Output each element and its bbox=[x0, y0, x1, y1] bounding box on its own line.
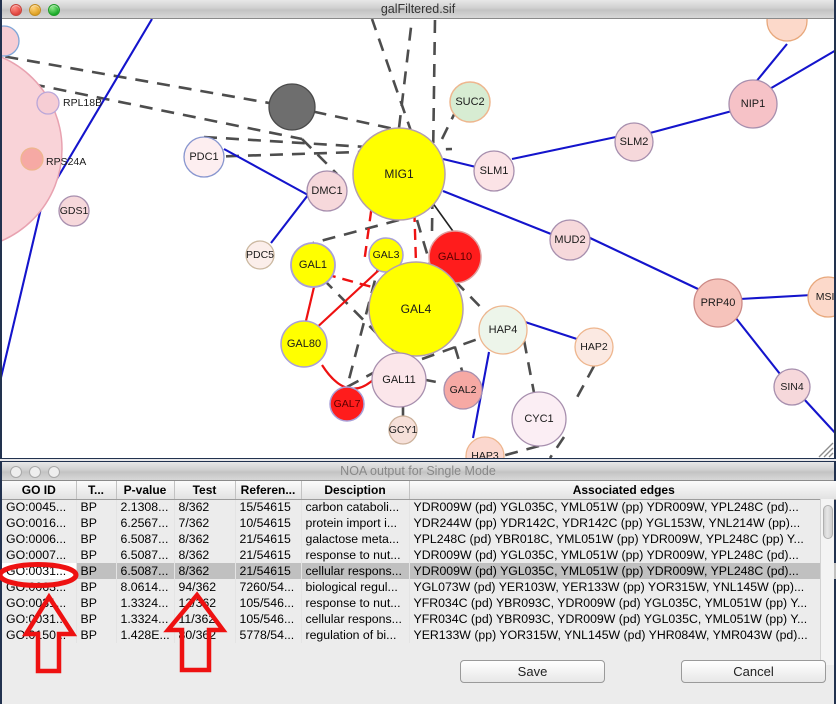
svg-text:MSI1: MSI1 bbox=[816, 291, 834, 303]
svg-text:HAP3: HAP3 bbox=[471, 450, 499, 458]
svg-text:NIP1: NIP1 bbox=[741, 98, 765, 110]
svg-text:HAP4: HAP4 bbox=[489, 324, 518, 336]
svg-text:SLM1: SLM1 bbox=[480, 165, 509, 177]
svg-text:PRP40: PRP40 bbox=[701, 297, 736, 309]
svg-text:RPS24A: RPS24A bbox=[46, 156, 86, 168]
svg-text:PDC1: PDC1 bbox=[189, 151, 218, 163]
svg-text:GAL10: GAL10 bbox=[438, 251, 472, 263]
svg-text:GAL3: GAL3 bbox=[373, 249, 400, 261]
svg-text:GAL11: GAL11 bbox=[382, 374, 415, 386]
svg-text:SLM2: SLM2 bbox=[620, 136, 649, 148]
svg-text:GCY1: GCY1 bbox=[389, 424, 418, 436]
svg-text:GAL80: GAL80 bbox=[287, 338, 321, 350]
svg-text:RPL18B: RPL18B bbox=[63, 97, 102, 109]
svg-text:GDS1: GDS1 bbox=[60, 205, 89, 217]
svg-text:GAL7: GAL7 bbox=[334, 398, 361, 410]
svg-text:MIG1: MIG1 bbox=[384, 167, 414, 181]
svg-text:SUC2: SUC2 bbox=[455, 96, 484, 108]
svg-text:MUD2: MUD2 bbox=[554, 234, 585, 246]
svg-text:DMC1: DMC1 bbox=[311, 185, 342, 197]
svg-text:PDC5: PDC5 bbox=[246, 249, 274, 261]
svg-text:CYC1: CYC1 bbox=[524, 413, 553, 425]
svg-text:GAL1: GAL1 bbox=[299, 259, 327, 271]
svg-text:GAL2: GAL2 bbox=[450, 384, 477, 396]
svg-text:SIN4: SIN4 bbox=[780, 381, 804, 393]
svg-text:HAP2: HAP2 bbox=[580, 341, 608, 353]
svg-text:GAL4: GAL4 bbox=[401, 302, 432, 316]
